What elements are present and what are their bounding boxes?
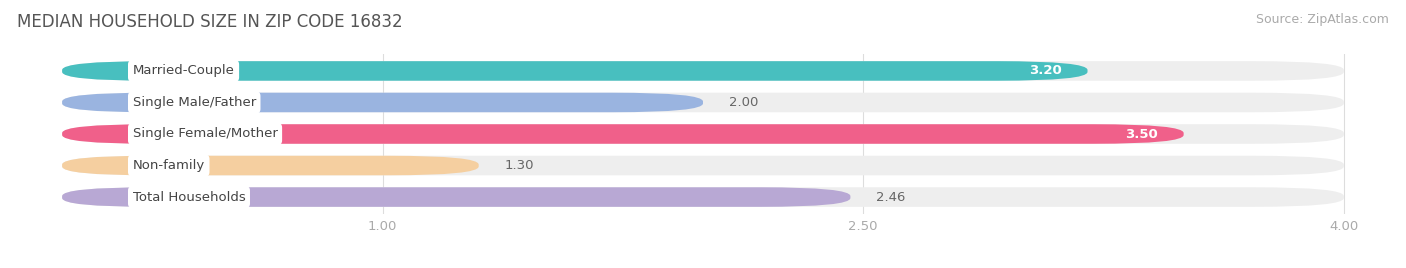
Text: 2.00: 2.00 (728, 96, 758, 109)
FancyBboxPatch shape (62, 124, 1184, 144)
FancyBboxPatch shape (62, 156, 1344, 175)
FancyBboxPatch shape (62, 156, 478, 175)
Text: Married-Couple: Married-Couple (132, 64, 235, 77)
FancyBboxPatch shape (62, 124, 1344, 144)
FancyBboxPatch shape (62, 93, 1344, 112)
FancyBboxPatch shape (62, 93, 703, 112)
Text: Source: ZipAtlas.com: Source: ZipAtlas.com (1256, 13, 1389, 27)
Text: 3.20: 3.20 (1029, 64, 1062, 77)
FancyBboxPatch shape (62, 187, 851, 207)
FancyBboxPatch shape (62, 187, 1344, 207)
Text: MEDIAN HOUSEHOLD SIZE IN ZIP CODE 16832: MEDIAN HOUSEHOLD SIZE IN ZIP CODE 16832 (17, 13, 402, 31)
Text: Total Households: Total Households (132, 191, 246, 204)
Text: Single Female/Mother: Single Female/Mother (132, 128, 277, 140)
FancyBboxPatch shape (62, 61, 1344, 81)
Text: Non-family: Non-family (132, 159, 205, 172)
Text: 3.50: 3.50 (1125, 128, 1159, 140)
Text: 1.30: 1.30 (505, 159, 534, 172)
Text: Single Male/Father: Single Male/Father (132, 96, 256, 109)
Text: 2.46: 2.46 (876, 191, 905, 204)
FancyBboxPatch shape (62, 61, 1087, 81)
